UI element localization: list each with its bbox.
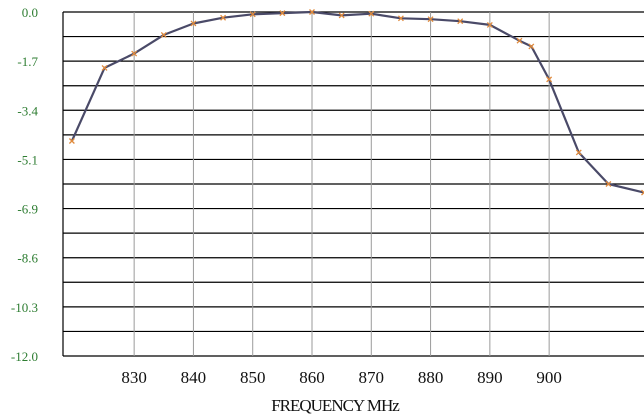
x-tick-label: 850 [240,368,266,387]
y-tick-label: -12.0 [11,349,38,364]
data-point-marker [131,50,138,57]
data-point-marker [309,9,315,15]
data-point-marker [249,11,256,18]
series-line [70,10,644,194]
y-tick-labels: 0.0 -1.7 -3.4 -5.1 -6.9 -8.6 -10.3 -12.0 [11,5,39,364]
data-point-marker [368,10,375,17]
data-point-marker [486,21,493,28]
data-point-marker [528,43,535,50]
series-line-group [70,10,644,194]
y-tick-label: -8.6 [17,251,38,266]
data-point-marker [641,189,644,196]
x-tick-label: 870 [359,368,385,387]
horizontal-gridlines [63,11,644,357]
data-point-marker [546,76,553,83]
y-tick-label: -6.9 [17,202,38,217]
x-tick-label: 890 [477,368,503,387]
y-tick-label: -5.1 [17,152,38,167]
x-tick-label: 830 [121,368,147,387]
data-point-marker [190,20,197,27]
data-point-marker [516,37,523,44]
data-point-marker [575,149,582,156]
x-axis-label: FREQUENCY MHz [271,396,400,415]
data-point-marker [457,18,464,25]
data-point-marker [397,15,404,22]
y-tick-label: -1.7 [17,54,38,69]
y-tick-label: -3.4 [17,103,38,118]
x-tick-labels: 830 840 850 860 870 880 890 900 [121,368,562,387]
data-point-marker [160,31,167,38]
y-tick-label: 0.0 [22,5,38,20]
vertical-gridlines [133,12,550,356]
data-point-marker [605,181,612,187]
data-point-marker [220,14,227,21]
x-tick-label: 880 [418,368,444,387]
y-tick-label: -10.3 [11,300,38,315]
data-point-marker [101,64,108,71]
data-point-marker [338,12,345,19]
x-tick-label: 900 [536,368,562,387]
data-point-marker [427,16,434,23]
x-tick-label: 840 [181,368,207,387]
data-point-marker [68,138,75,144]
data-point-marker [279,10,286,17]
x-tick-label: 860 [299,368,325,387]
series-markers [68,9,644,196]
